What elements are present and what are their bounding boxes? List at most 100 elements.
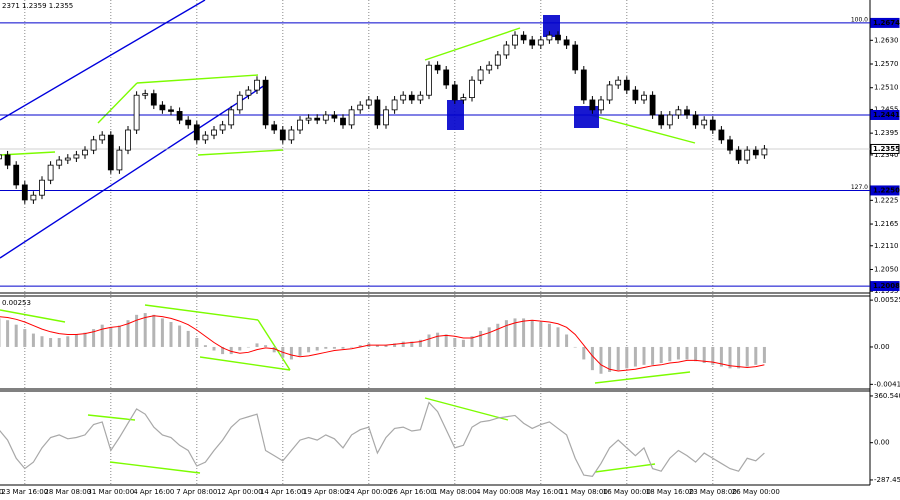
candle-body [417,94,424,101]
candle-body [271,124,278,131]
candle-body [168,109,174,112]
candle-body [107,134,114,171]
y-tick-label: 0.00 [874,439,890,447]
histogram-bar [410,341,414,347]
histogram-bar [264,345,268,347]
candle-body [709,119,716,131]
y-tick-label: -0.00419 [874,380,900,388]
histogram-bar [547,323,551,347]
histogram-bar [31,333,35,347]
level-label-box [870,185,900,196]
divergence-line [0,309,66,323]
histogram-bar [745,346,749,367]
histogram-bar [582,346,586,360]
histogram-bar [754,346,758,365]
y-tick-label: 1.2455 [874,105,899,113]
histogram-bar [444,334,448,347]
histogram-bar [74,334,78,347]
histogram-bar [315,346,319,351]
histogram-bar [152,314,156,347]
histogram-bar [590,346,594,371]
candle-body [133,94,140,131]
level-label: 1.2441 [873,111,900,119]
candle-body [262,79,269,126]
x-tick-label: 14 Apr 16:00 [260,488,306,496]
histogram-bar [160,318,164,347]
candle-body [589,99,596,111]
candle-body [340,117,346,126]
histogram-bar [625,346,629,369]
candle-body [211,129,217,136]
candle-body [99,134,106,141]
candle-body [82,149,88,156]
histogram-bar [324,346,328,349]
histogram-bar [479,330,483,347]
level-label-box [870,281,900,292]
candle-body [383,109,389,126]
y-tick-label: 1.2570 [874,60,899,68]
candle-body [563,39,570,46]
candle-body [546,34,553,41]
x-tick-label: 12 Apr 00:00 [217,488,263,496]
histogram-bar [427,334,431,347]
divergence-line [144,304,259,321]
x-tick-label: 7 Apr 08:00 [176,488,217,496]
x-tick-label: 26 Apr 16:00 [389,488,435,496]
panel-title: 0.00253 [2,299,31,307]
divergence-line [197,149,284,156]
histogram-bar [453,338,457,347]
candle-body [56,159,63,166]
level-tag: 127.0 [851,184,868,191]
y-tick-label: 1.2050 [874,265,899,273]
candle-body [426,64,432,96]
histogram-bar [608,346,612,372]
candle-body [314,117,321,121]
level-tag: 100.0 [851,16,868,23]
y-tick-label: 1.2630 [874,36,899,44]
candle-body [4,154,11,166]
candle-body [21,184,28,201]
histogram-bar [393,343,397,347]
candle-body [236,94,243,111]
histogram-bar [737,346,741,369]
histogram-bar [668,346,672,362]
y-tick-label: 1.2110 [874,242,899,250]
candle-body [90,139,97,151]
histogram-bar [57,338,61,347]
candle-body [47,164,54,181]
candle-body [666,114,673,126]
candle-body [598,99,604,111]
histogram-bar [126,320,130,347]
histogram-bar [513,318,517,347]
candle-body [486,64,493,71]
x-tick-label: 26 May 00:00 [732,488,780,496]
candle-body [159,104,166,111]
histogram-bar [504,320,508,347]
x-tick-label: 20 [0,488,3,496]
candle-body [752,149,759,156]
y-tick-label: 1.2510 [874,84,899,92]
histogram-bar [616,346,620,371]
candle-body [125,129,131,151]
y-tick-label: -287.457 [874,476,900,484]
histogram-bar [470,336,474,347]
histogram-bar [298,346,302,356]
divergence-line [594,463,656,473]
histogram-bar [229,346,233,355]
zone-marker [543,15,560,37]
candle-body [64,157,71,161]
divergence-line [97,82,138,124]
candle-body [116,149,123,171]
histogram-bar [6,320,10,347]
x-tick-label: 8 May 16:00 [519,488,563,496]
histogram-bar [702,346,706,364]
candle-body [451,84,458,101]
candle-body [348,109,355,126]
divergence-line [424,27,521,61]
histogram-bar [23,329,27,347]
candle-body [494,54,501,66]
histogram-bar [496,323,500,347]
histogram-bar [221,346,225,355]
histogram-bar [169,321,173,347]
x-tick-label: 23 Mar 16:00 [1,488,48,496]
